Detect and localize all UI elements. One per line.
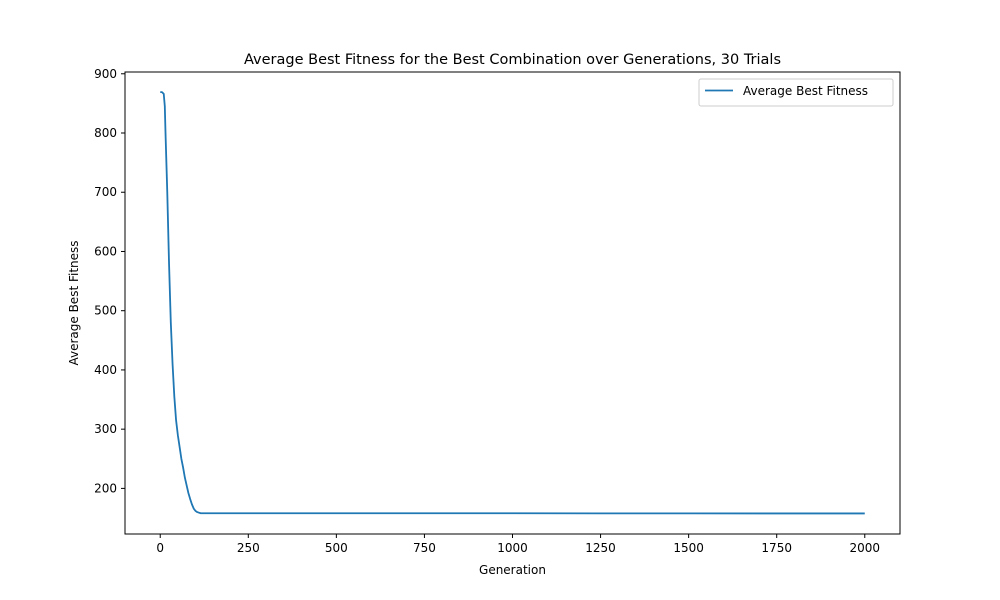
y-axis: 200 300 400 500 600 700 800 900 <box>94 67 125 495</box>
y-axis-label: Average Best Fitness <box>67 240 81 365</box>
x-tick-label: 500 <box>325 541 348 555</box>
y-tick-label: 900 <box>94 67 117 81</box>
x-tick-label: 1750 <box>761 541 792 555</box>
y-tick-label: 600 <box>94 244 117 258</box>
y-tick-label: 400 <box>94 363 117 377</box>
chart-title: Average Best Fitness for the Best Combin… <box>244 52 781 68</box>
y-tick-label: 300 <box>94 422 117 436</box>
y-tick-label: 700 <box>94 185 117 199</box>
series-layer <box>160 91 865 515</box>
y-tick-label: 200 <box>94 481 117 495</box>
x-axis: 0 250 500 750 1000 1250 1500 1750 2000 <box>156 534 880 555</box>
x-axis-label: Generation <box>479 563 546 577</box>
x-tick-label: 2000 <box>849 541 880 555</box>
legend-label: Average Best Fitness <box>743 84 868 98</box>
x-tick-label: 1500 <box>673 541 704 555</box>
x-tick-label: 0 <box>156 541 164 555</box>
x-tick-label: 1000 <box>497 541 528 555</box>
x-tick-label: 250 <box>237 541 260 555</box>
y-tick-label: 500 <box>94 304 117 318</box>
series-line-average-best-fitness <box>160 91 865 515</box>
legend-box <box>698 78 894 107</box>
x-tick-label: 1250 <box>585 541 616 555</box>
legend: Average Best Fitness <box>698 78 894 107</box>
y-tick-label: 800 <box>94 126 117 140</box>
x-tick-label: 750 <box>413 541 436 555</box>
